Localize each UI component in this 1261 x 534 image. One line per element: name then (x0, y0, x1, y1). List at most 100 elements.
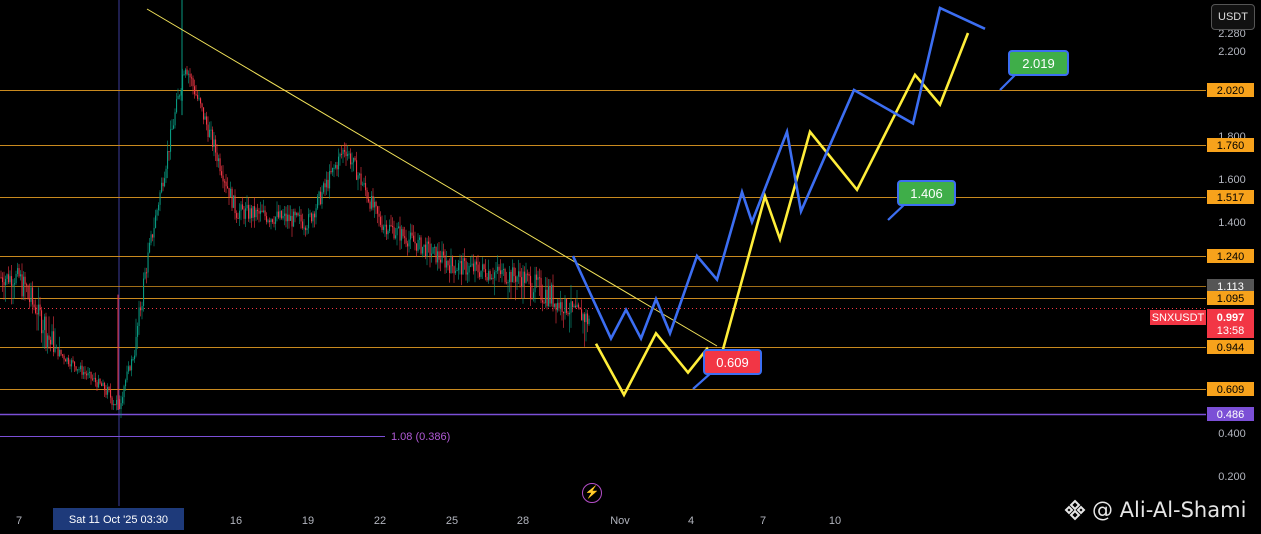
candle-body (525, 273, 527, 283)
candle-body (0, 277, 2, 279)
candle-body (540, 277, 542, 301)
candle-body (437, 251, 439, 263)
candle-body (8, 274, 10, 283)
candle-body (302, 221, 304, 229)
candle-body (198, 98, 200, 100)
target-label: 0.609 (716, 355, 749, 370)
currency-button[interactable]: USDT (1211, 4, 1255, 30)
candle-body (204, 116, 206, 120)
level-badge: 2.020 (1217, 85, 1245, 97)
candle-body (509, 271, 511, 283)
candle-body (395, 235, 397, 239)
trendline (146, 8, 718, 347)
candle-body (414, 241, 416, 244)
candle-body (485, 269, 487, 278)
candle-body (155, 215, 157, 228)
candle-body (303, 227, 305, 229)
candle-body (582, 314, 584, 321)
candle-body (2, 277, 4, 283)
candle-body (56, 347, 58, 349)
candle-body (245, 208, 247, 219)
level-badge-bg (1207, 340, 1254, 354)
candle-body (528, 273, 530, 276)
candle-body (111, 397, 113, 405)
candle-body (518, 271, 520, 277)
candle-body (20, 274, 22, 277)
candle-body (48, 335, 50, 340)
candle-body (392, 226, 394, 228)
candle-body (572, 301, 574, 308)
candle-body (482, 264, 484, 271)
candle-body (120, 403, 122, 410)
watermark-text: @ Ali-Al-Shami (1092, 498, 1247, 522)
candle-body (407, 243, 409, 247)
candle-body (66, 357, 68, 362)
binance-logo-icon (1064, 499, 1086, 521)
candle-body (404, 236, 406, 238)
candle-body (89, 371, 91, 373)
candle-body (288, 214, 290, 221)
candle-body (348, 153, 350, 155)
candle-body (453, 266, 455, 274)
time-axis[interactable]: 7 16 19 22 25 28 Nov 4 7 10 Sat 11 Oct '25 03:30 (16, 508, 841, 530)
candle-body (110, 388, 112, 398)
candle-body (399, 226, 401, 241)
candle-body (278, 211, 280, 218)
candle-body (96, 382, 98, 388)
candle-body (398, 226, 400, 229)
candle-body (315, 208, 317, 218)
candle-body (497, 266, 499, 272)
price-axis[interactable]: 0.2000.4001.2401.4001.6001.8002.2002.280… (1150, 28, 1254, 483)
candle-body (213, 139, 215, 147)
candle-body (539, 277, 541, 279)
candle-body (225, 181, 227, 187)
candle-body (438, 251, 440, 260)
candle-body (345, 151, 347, 157)
candle-body (158, 204, 160, 211)
candle-body (329, 170, 331, 189)
candle-body (32, 287, 34, 305)
candle-body (378, 213, 380, 217)
candle-body (507, 282, 509, 284)
candle-body (372, 195, 374, 208)
candle-body (59, 349, 61, 357)
candle-body (332, 167, 334, 173)
candle-body (246, 204, 248, 209)
candle-body (182, 74, 184, 91)
candle-body (317, 196, 319, 209)
candle-body (461, 260, 463, 275)
candle-body (513, 267, 515, 277)
price-tick-label: 2.280 (1218, 28, 1246, 40)
candle-body (467, 272, 469, 275)
candle-body (338, 156, 340, 170)
candle-body (197, 95, 199, 99)
time-tick-label: 7 (16, 515, 22, 527)
candle-body (191, 77, 193, 79)
candle-body (222, 175, 224, 182)
lightning-icon[interactable]: ⚡ (582, 483, 602, 503)
candle-body (416, 243, 418, 251)
candle-body (419, 237, 421, 240)
candle-body (455, 270, 457, 274)
candle-body (228, 188, 230, 198)
candle-body (126, 371, 128, 381)
target-label: 1.406 (910, 186, 943, 201)
candle-body (180, 90, 182, 96)
candle-body (164, 178, 166, 187)
candle-body (405, 237, 407, 244)
candle-body (339, 153, 341, 157)
candle-body (240, 204, 242, 211)
candle-body (356, 160, 358, 180)
last-value-badge-bg (1207, 279, 1254, 293)
candle-body (554, 303, 556, 307)
candle-body (515, 276, 517, 282)
candle-body (342, 150, 344, 155)
candle-body (194, 86, 196, 95)
level-badge: 1.517 (1217, 192, 1245, 204)
candle-body (140, 307, 142, 311)
candle-body (495, 271, 497, 273)
candle-body (512, 267, 514, 283)
candle-body (579, 307, 581, 310)
candle-body (21, 274, 23, 297)
